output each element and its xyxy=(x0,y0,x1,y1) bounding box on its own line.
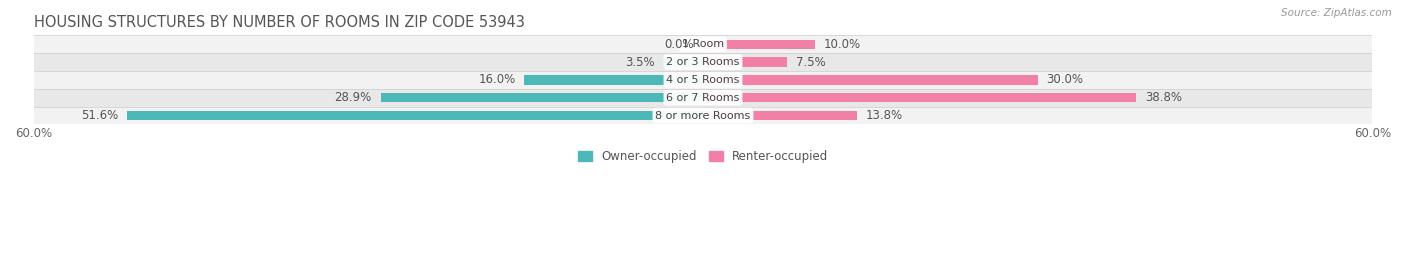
Bar xyxy=(703,40,814,49)
Text: 28.9%: 28.9% xyxy=(335,91,371,104)
Text: 30.0%: 30.0% xyxy=(1046,73,1084,86)
Text: 13.8%: 13.8% xyxy=(866,109,903,122)
Bar xyxy=(664,58,703,67)
Text: 2 or 3 Rooms: 2 or 3 Rooms xyxy=(666,57,740,67)
Bar xyxy=(703,93,1136,102)
Bar xyxy=(34,35,1372,53)
Text: HOUSING STRUCTURES BY NUMBER OF ROOMS IN ZIP CODE 53943: HOUSING STRUCTURES BY NUMBER OF ROOMS IN… xyxy=(34,15,524,30)
Text: 8 or more Rooms: 8 or more Rooms xyxy=(655,111,751,121)
Text: 3.5%: 3.5% xyxy=(626,56,655,69)
Text: 1 Room: 1 Room xyxy=(682,39,724,49)
Bar xyxy=(128,111,703,120)
Bar xyxy=(34,89,1372,107)
Text: 4 or 5 Rooms: 4 or 5 Rooms xyxy=(666,75,740,85)
Text: Source: ZipAtlas.com: Source: ZipAtlas.com xyxy=(1281,8,1392,18)
Text: 10.0%: 10.0% xyxy=(824,38,860,51)
Bar xyxy=(524,75,703,84)
Bar xyxy=(34,53,1372,71)
Text: 0.0%: 0.0% xyxy=(665,38,695,51)
Bar xyxy=(34,107,1372,125)
Text: 51.6%: 51.6% xyxy=(82,109,118,122)
Bar xyxy=(703,75,1038,84)
Text: 6 or 7 Rooms: 6 or 7 Rooms xyxy=(666,93,740,103)
Bar xyxy=(381,93,703,102)
Text: 38.8%: 38.8% xyxy=(1144,91,1182,104)
Text: 7.5%: 7.5% xyxy=(796,56,825,69)
Bar xyxy=(34,71,1372,89)
Bar xyxy=(703,58,787,67)
Legend: Owner-occupied, Renter-occupied: Owner-occupied, Renter-occupied xyxy=(572,145,834,168)
Text: 16.0%: 16.0% xyxy=(478,73,516,86)
Bar xyxy=(703,111,858,120)
